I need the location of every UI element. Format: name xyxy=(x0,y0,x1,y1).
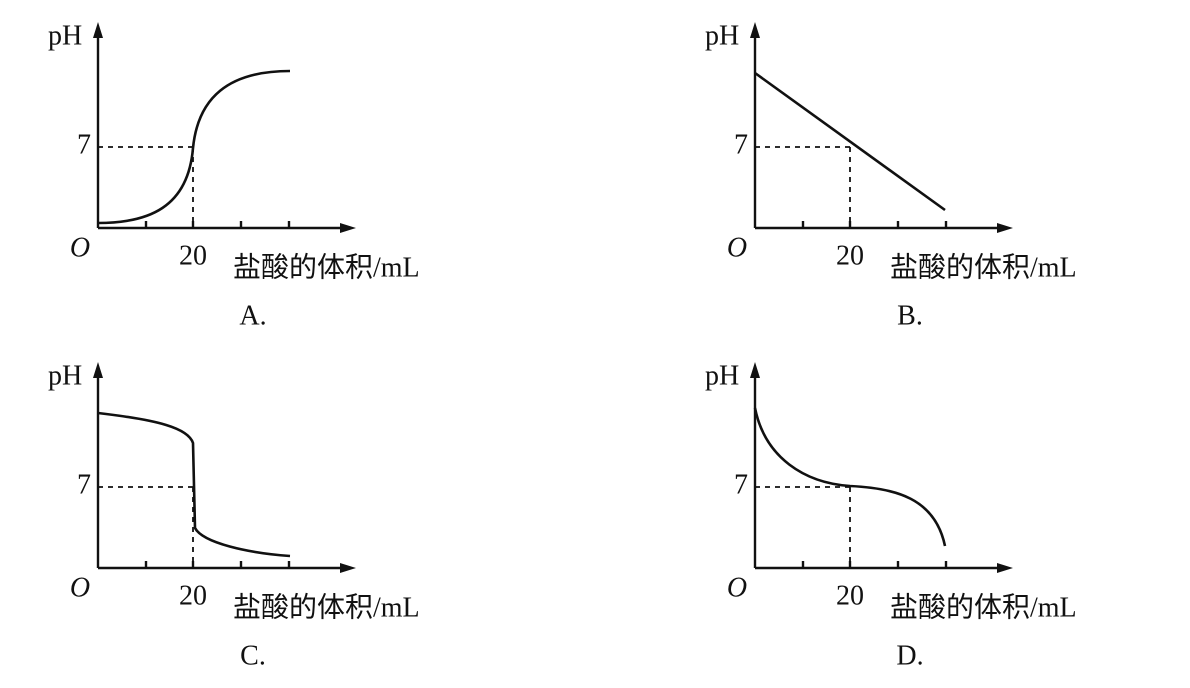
x-arrow xyxy=(340,223,356,233)
y-axis-label: pH xyxy=(48,20,82,51)
x-arrow xyxy=(340,563,356,573)
x-axis-label: 盐酸的体积/mL xyxy=(233,591,420,623)
panel-label: A. xyxy=(239,300,266,331)
y-tick-label: 7 xyxy=(734,129,748,160)
x-tick-label: 20 xyxy=(836,240,864,271)
ph-curve xyxy=(97,411,291,558)
x-tick-label: 20 xyxy=(179,240,207,271)
y-arrow xyxy=(93,22,103,38)
y-axis-label: pH xyxy=(48,360,82,391)
panel: pH 7 O 20 盐酸的体积/mL C. xyxy=(48,360,420,671)
x-axis-label: 盐酸的体积/mL xyxy=(233,251,420,283)
x-arrow xyxy=(997,223,1013,233)
panel: pH 7 O 20 盐酸的体积/mL A. xyxy=(48,20,420,331)
origin-label: O xyxy=(70,232,90,263)
ph-curve xyxy=(753,407,947,547)
ph-curve xyxy=(754,71,946,212)
panel-label: B. xyxy=(897,300,923,331)
x-axis-label: 盐酸的体积/mL xyxy=(890,251,1077,283)
panel: pH 7 O 20 盐酸的体积/mL B. xyxy=(705,20,1077,331)
y-tick-label: 7 xyxy=(734,469,748,500)
panel: pH 7 O 20 盐酸的体积/mL D. xyxy=(705,360,1077,671)
y-tick-label: 7 xyxy=(77,469,91,500)
y-arrow xyxy=(93,362,103,378)
origin-label: O xyxy=(70,572,90,603)
x-tick-label: 20 xyxy=(836,580,864,611)
y-axis-label: pH xyxy=(705,360,739,391)
y-tick-label: 7 xyxy=(77,129,91,160)
x-axis-label: 盐酸的体积/mL xyxy=(890,591,1077,623)
y-arrow xyxy=(750,362,760,378)
panel-label: C. xyxy=(240,640,266,671)
origin-label: O xyxy=(727,572,747,603)
origin-label: O xyxy=(727,232,747,263)
y-arrow xyxy=(750,22,760,38)
ph-curve xyxy=(97,69,291,225)
panel-label: D. xyxy=(896,640,923,671)
x-tick-label: 20 xyxy=(179,580,207,611)
x-arrow xyxy=(997,563,1013,573)
y-axis-label: pH xyxy=(705,20,739,51)
